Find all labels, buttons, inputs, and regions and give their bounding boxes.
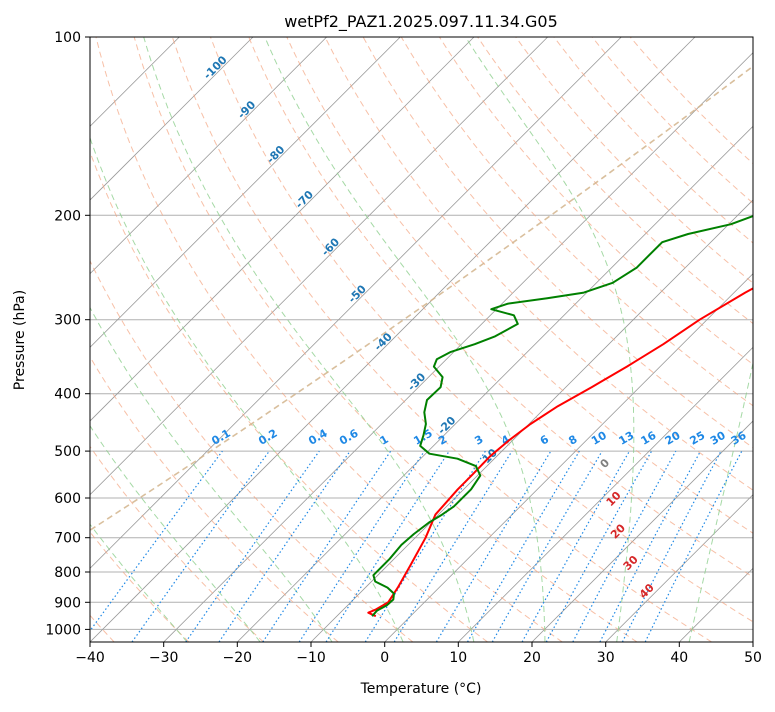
y-tick-label: 300 <box>54 313 81 329</box>
y-tick-label: 500 <box>54 444 81 460</box>
y-tick-label: 900 <box>54 595 81 611</box>
chart-title: wetPf2_PAZ1.2025.097.11.34.G05 <box>284 12 558 32</box>
x-tick-label: 30 <box>597 650 615 666</box>
x-axis-label: Temperature (°C) <box>360 681 482 697</box>
x-tick-label: 40 <box>670 650 688 666</box>
x-tick-label: −20 <box>223 650 253 666</box>
x-tick-label: −40 <box>75 650 105 666</box>
x-tick-label: −10 <box>296 650 326 666</box>
y-tick-label: 100 <box>54 30 81 46</box>
y-axis-label: Pressure (hPa) <box>12 290 28 390</box>
x-tick-label: 20 <box>523 650 541 666</box>
x-tick-label: 10 <box>449 650 467 666</box>
y-tick-label: 800 <box>54 565 81 581</box>
y-tick-label: 600 <box>54 491 81 507</box>
y-tick-label: 400 <box>54 387 81 403</box>
y-tick-label: 1000 <box>45 622 81 638</box>
x-tick-label: 0 <box>380 650 389 666</box>
x-tick-label: −30 <box>149 650 179 666</box>
y-tick-label: 700 <box>54 531 81 547</box>
y-tick-label: 200 <box>54 208 81 224</box>
x-tick-label: 50 <box>744 650 762 666</box>
